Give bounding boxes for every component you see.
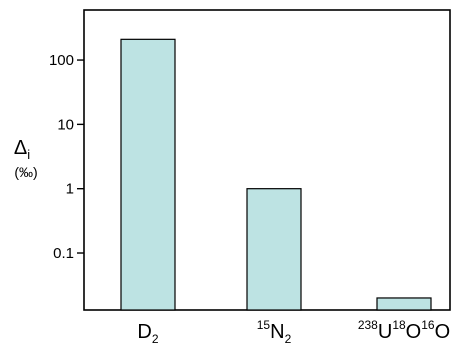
bar-2 [246,188,302,311]
x-category-label-1: D2 [137,321,158,344]
x-axis-labels: D2 15N2 238U18O16O [137,318,450,344]
x-category-label-2: 15N2 [257,318,292,344]
x-category-label-3: 238U18O16O [358,318,450,343]
bar-1 [120,38,176,311]
y-axis-label-subscript: i [27,147,30,162]
y-axis-label: Δi [14,137,30,162]
y-axis-label-symbol: Δ [14,137,27,159]
y-tick-label-2: 1 [66,181,74,198]
y-tick-label-1: 0.1 [53,245,74,262]
y-tick-label-4: 100 [49,52,74,69]
bars-group [120,38,432,311]
y-tick-label-3: 10 [57,116,74,133]
y-axis: 0.1 1 10 100 [49,52,84,262]
bar-3 [376,297,432,311]
y-axis-unit: (‰) [14,164,37,180]
